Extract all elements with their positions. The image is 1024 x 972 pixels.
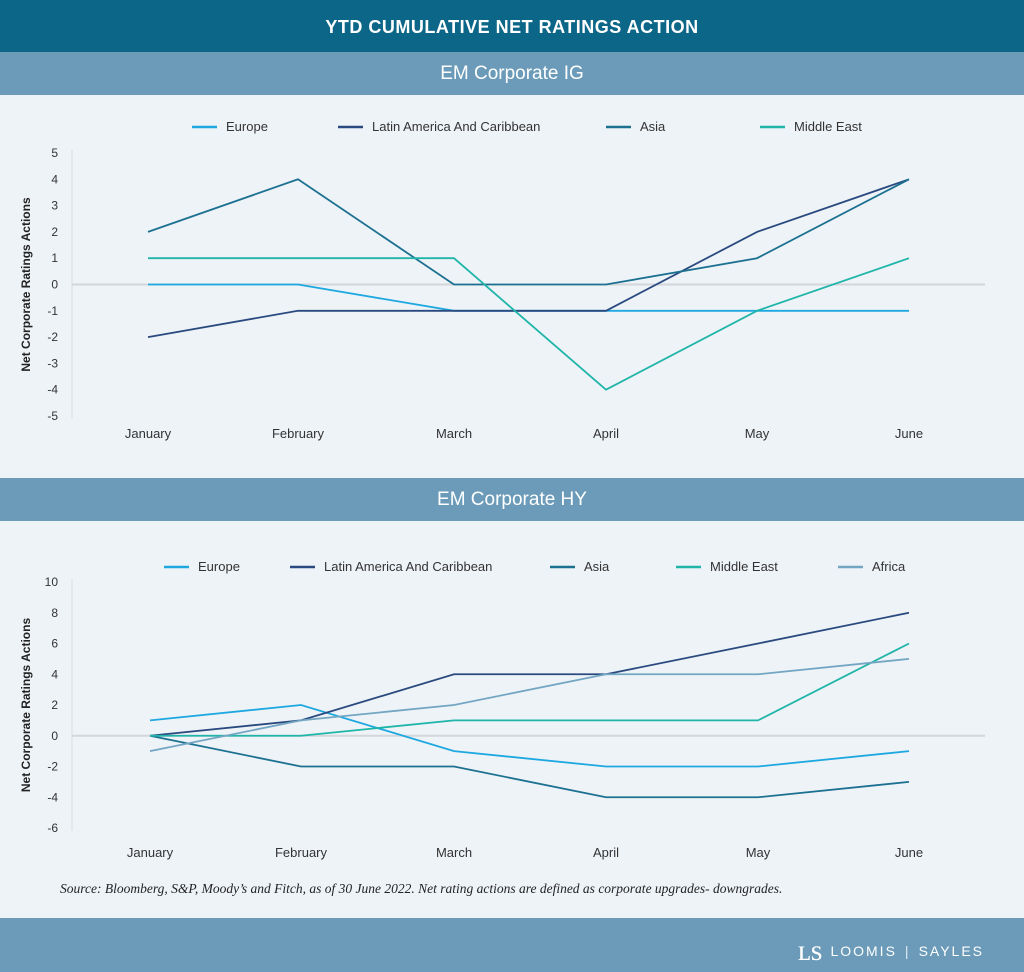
y-tick-label: 0 [51, 278, 58, 292]
y-tick-label: 10 [45, 575, 59, 589]
series-line-asia [147, 178, 910, 286]
series-line-middle-east [148, 257, 910, 391]
legend-label: Africa [872, 559, 906, 574]
source-note: Source: Bloomberg, S&P, Moody’s and Fitc… [60, 881, 783, 896]
series-line-middle-east [150, 642, 910, 737]
series-line-asia [149, 734, 910, 799]
x-tick-label: April [593, 845, 619, 860]
y-tick-label: 5 [51, 146, 58, 160]
x-tick-label: May [746, 845, 771, 860]
legend-label: Europe [198, 559, 240, 574]
y-tick-label: 4 [51, 667, 58, 681]
loomis-sayles-logo: ʟs LOOMIS | SAYLES [797, 934, 984, 967]
x-tick-label: June [895, 845, 923, 860]
y-tick-label: 2 [51, 698, 58, 712]
y-tick-label: -2 [47, 330, 58, 344]
y-tick-label: 4 [51, 172, 58, 186]
x-tick-label: April [593, 426, 619, 441]
y-tick-label: -2 [47, 760, 58, 774]
chart-ig: 5 4 3 2 1 0 -1 -2 -3 -4 -5 January February March Apri… [19, 119, 985, 441]
legend-label: Middle East [710, 559, 778, 574]
y-tick-label: 0 [51, 729, 58, 743]
y-tick-label: -3 [47, 356, 58, 370]
x-tick-label: June [895, 426, 923, 441]
series-line-latin-america-and-caribbean [147, 178, 910, 338]
y-tick-label: -5 [47, 409, 58, 423]
x-tick-label: May [745, 426, 770, 441]
legend-label: Asia [584, 559, 610, 574]
page-title: YTD CUMULATIVE NET RATINGS ACTION [0, 0, 1024, 52]
y-tick-label: -4 [47, 383, 58, 397]
y-tick-label: 8 [51, 606, 58, 620]
legend-label: Middle East [794, 119, 862, 134]
chart-1-title: EM Corporate IG [0, 52, 1024, 95]
x-tick-label: March [436, 426, 472, 441]
y-tick-label: -6 [47, 821, 58, 835]
legend-label: Europe [226, 119, 268, 134]
x-tick-label: February [275, 845, 328, 860]
y-tick-label: 6 [51, 637, 58, 651]
footer: ʟs LOOMIS | SAYLES [0, 918, 1024, 972]
y-tick-label: 3 [51, 199, 58, 213]
series-line-europe [149, 704, 910, 768]
chart-2-title: EM Corporate HY [0, 478, 1024, 521]
y-tick-label: 1 [51, 251, 58, 265]
y-tick-label: -4 [47, 790, 58, 804]
x-tick-label: March [436, 845, 472, 860]
y-tick-label: -1 [47, 304, 58, 318]
y-axis-label: Net Corporate Ratings Actions [19, 197, 33, 372]
y-axis-label: Net Corporate Ratings Actions [19, 618, 33, 793]
series-line-africa [149, 657, 910, 753]
x-tick-label: January [127, 845, 174, 860]
x-tick-label: January [125, 426, 172, 441]
y-tick-label: 2 [51, 225, 58, 239]
x-tick-label: February [272, 426, 325, 441]
legend-label: Latin America And Caribbean [324, 559, 492, 574]
series-line-latin-america-and-caribbean [149, 611, 910, 737]
chart-hy: 10 8 6 4 2 0 -2 -4 -6 January February March April Ma… [19, 559, 985, 860]
legend-label: Latin America And Caribbean [372, 119, 540, 134]
legend-label: Asia [640, 119, 666, 134]
